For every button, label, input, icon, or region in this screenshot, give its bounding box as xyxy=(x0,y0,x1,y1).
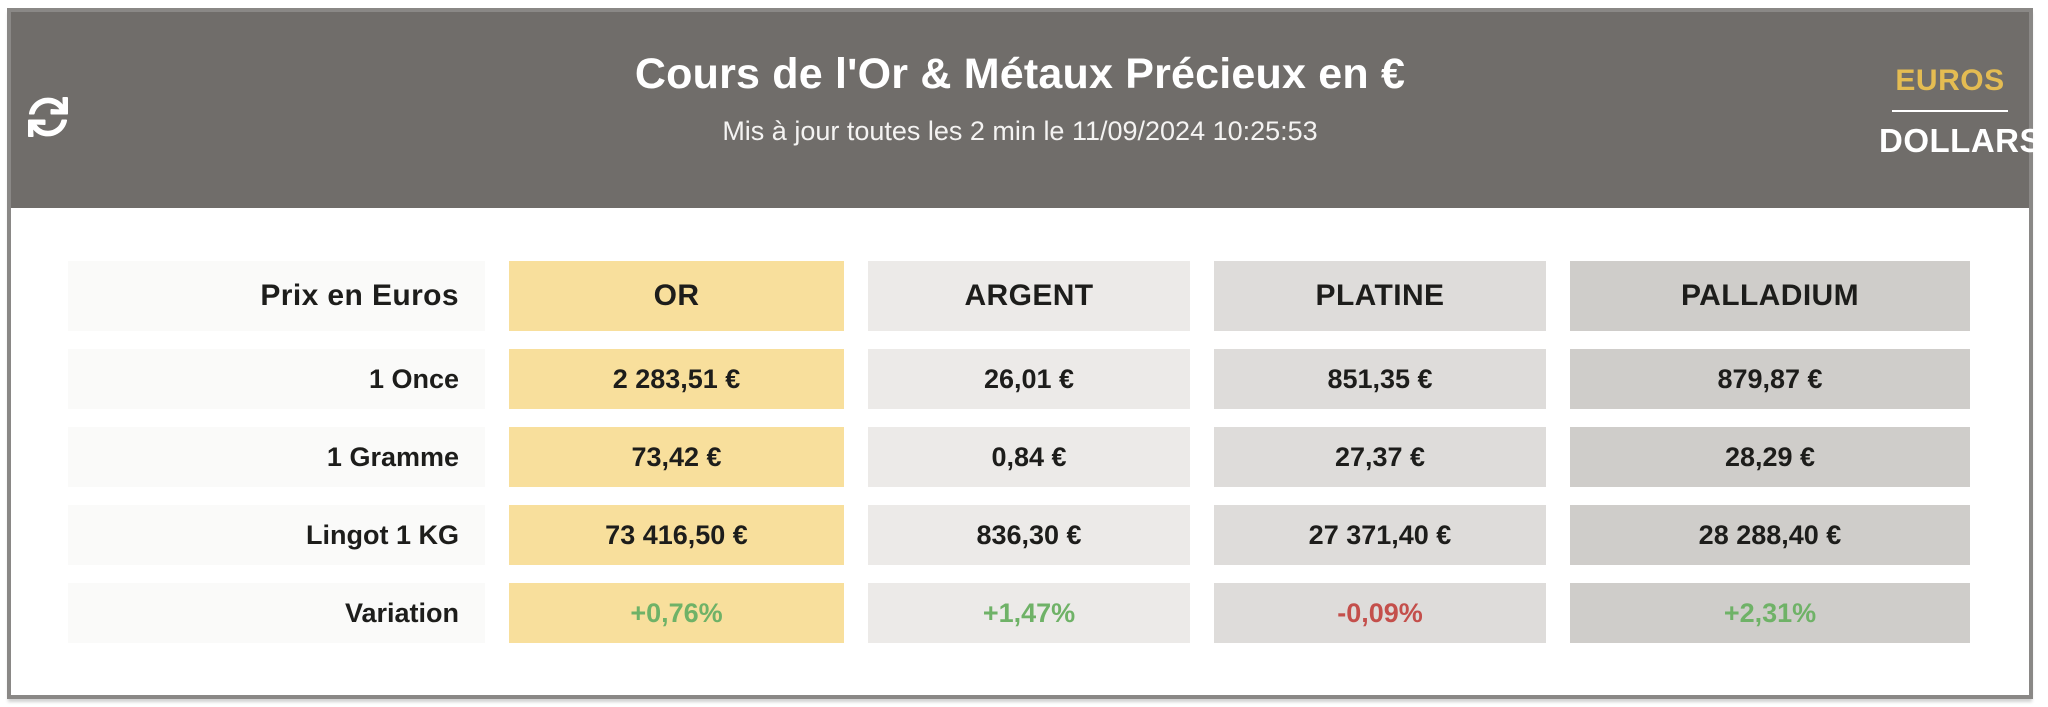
price-once-palladium: 879,87 € xyxy=(1570,349,1970,409)
row-label-lingot: Lingot 1 KG xyxy=(68,505,485,565)
gold-price-widget: Cours de l'Or & Métaux Précieux en € Mis… xyxy=(7,8,2042,699)
row-label-gramme: 1 Gramme xyxy=(68,427,485,487)
price-gramme-platine: 27,37 € xyxy=(1214,427,1546,487)
column-header-palladium: PALLADIUM xyxy=(1570,261,1970,331)
refresh-icon xyxy=(28,97,68,137)
variation-platine: -0,09% xyxy=(1214,583,1546,643)
column-header-or: OR xyxy=(509,261,844,331)
price-lingot-or: 73 416,50 € xyxy=(509,505,844,565)
price-gramme-argent: 0,84 € xyxy=(868,427,1190,487)
prices-table: Prix en Euros OR ARGENT PLATINE PALLADIU… xyxy=(68,261,1970,643)
header-titles: Cours de l'Or & Métaux Précieux en € Mis… xyxy=(11,12,2029,147)
price-once-or: 2 283,51 € xyxy=(509,349,844,409)
column-header-platine: PLATINE xyxy=(1214,261,1546,331)
price-once-argent: 26,01 € xyxy=(868,349,1190,409)
page-title: Cours de l'Or & Métaux Précieux en € xyxy=(634,50,1406,98)
widget-header: Cours de l'Or & Métaux Précieux en € Mis… xyxy=(11,12,2042,208)
last-updated-text: Mis à jour toutes les 2 min le 11/09/202… xyxy=(722,116,1318,146)
row-label-variation: Variation xyxy=(68,583,485,643)
currency-option-dollars[interactable]: DOLLARS xyxy=(1879,122,2042,159)
variation-argent: +1,47% xyxy=(868,583,1190,643)
row-label-once: 1 Once xyxy=(68,349,485,409)
table-corner-label: Prix en Euros xyxy=(68,261,485,331)
refresh-button[interactable] xyxy=(28,97,68,137)
currency-option-euros[interactable]: EUROS xyxy=(1895,64,2005,97)
currency-toggle: EUROS DOLLARS xyxy=(1879,64,2042,160)
price-once-platine: 851,35 € xyxy=(1214,349,1546,409)
price-lingot-platine: 27 371,40 € xyxy=(1214,505,1546,565)
price-gramme-palladium: 28,29 € xyxy=(1570,427,1970,487)
price-lingot-argent: 836,30 € xyxy=(868,505,1190,565)
variation-palladium: +2,31% xyxy=(1570,583,1970,643)
price-gramme-or: 73,42 € xyxy=(509,427,844,487)
currency-divider xyxy=(1892,110,2008,112)
price-lingot-palladium: 28 288,40 € xyxy=(1570,505,1970,565)
column-header-argent: ARGENT xyxy=(868,261,1190,331)
variation-or: +0,76% xyxy=(509,583,844,643)
